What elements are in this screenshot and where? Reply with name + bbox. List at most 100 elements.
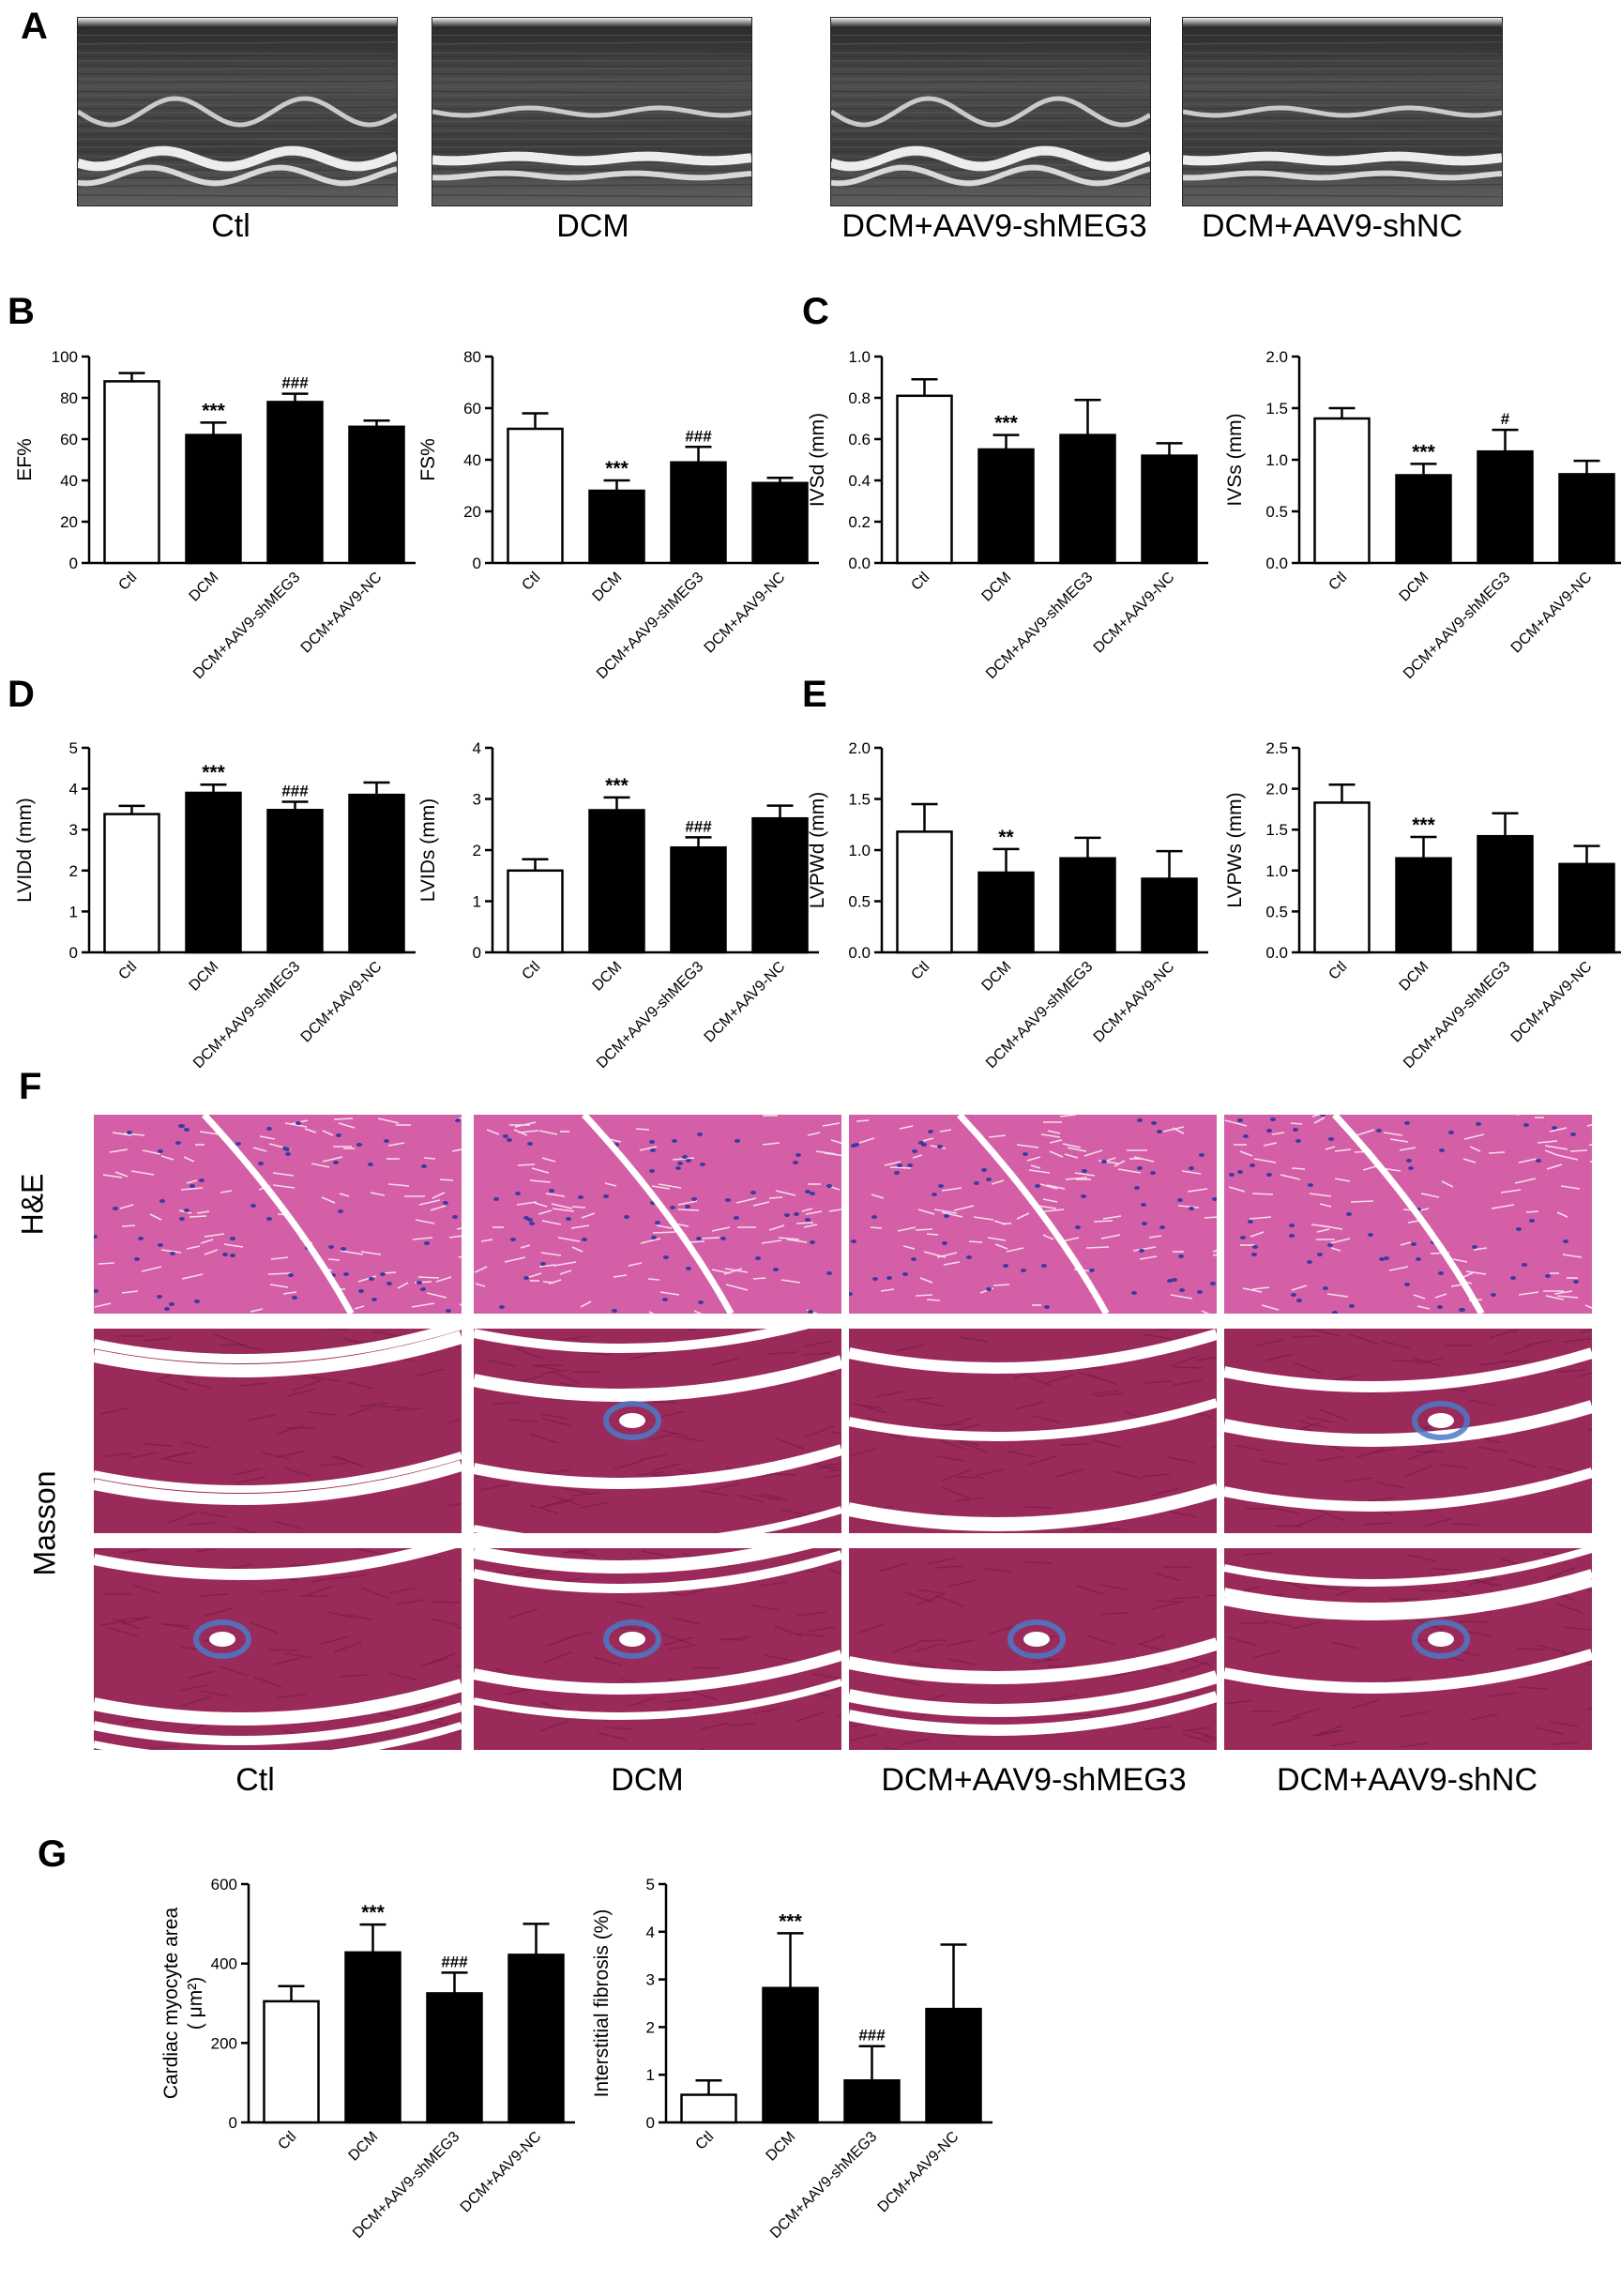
y-axis-label: Interstitial fibrosis (%)	[591, 1909, 613, 2098]
bar-ivsd-1	[977, 448, 1035, 565]
echo-shnc-label: DCM+AAV9-shNC	[1201, 208, 1463, 244]
y-tick-label: 40	[463, 451, 481, 469]
category-label: DCM	[187, 959, 222, 995]
histology-tile-r3-c4	[1224, 1548, 1592, 1750]
echo-ctl	[77, 17, 398, 206]
category-label: DCM	[590, 570, 626, 605]
significance-mark: ***	[202, 400, 225, 421]
y-tick-label: 0.0	[1265, 555, 1288, 572]
bar-fs-1	[588, 489, 645, 565]
echo-ctl-label: Ctl	[211, 208, 250, 244]
y-tick-label: 2.5	[1265, 739, 1288, 757]
y-tick-label: 4	[646, 1923, 655, 1941]
bar-lvpwd-2	[1059, 857, 1116, 954]
y-tick-label: 1.5	[848, 791, 871, 809]
significance-mark: ***	[1412, 441, 1435, 463]
y-axis-label: LVIDd (mm)	[14, 798, 36, 903]
bar-lvidd-0	[103, 813, 160, 954]
category-label: DCM+AAV9-NC	[298, 570, 386, 657]
y-tick-label: 0	[229, 2114, 237, 2132]
panel-letter-b: B	[8, 291, 35, 332]
echo-dcm	[432, 17, 752, 206]
category-label: Ctl	[1326, 570, 1350, 594]
category-label: DCM	[187, 570, 222, 605]
bar-lvpws-0	[1313, 801, 1371, 954]
y-axis-label: FS%	[417, 438, 439, 481]
bar-cma-3	[508, 1954, 565, 2124]
category-label: DCM+AAV9-NC	[1508, 959, 1596, 1046]
category-label: DCM+AAV9-NC	[875, 2129, 962, 2216]
y-tick-label: 1	[646, 2066, 655, 2084]
y-tick-label: 5	[69, 739, 78, 757]
significance-mark: ***	[1412, 814, 1435, 836]
echo-shmeg3	[830, 17, 1151, 206]
y-tick-label: 0.6	[848, 431, 871, 449]
bar-lvpwd-0	[896, 830, 953, 954]
chart-ef: 020406080100EF%Ctl***DCM###DCM+AAV9-shME…	[14, 348, 416, 682]
significance-mark: ###	[281, 783, 309, 800]
y-tick-label: 0	[69, 944, 78, 962]
y-tick-label: 0	[473, 555, 481, 572]
y-tick-label: 0	[646, 2114, 655, 2132]
category-label: Ctl	[519, 959, 543, 983]
category-label: DCM	[1397, 570, 1432, 605]
bar-lvpwd-1	[977, 871, 1035, 954]
category-label: Ctl	[908, 570, 932, 594]
category-label: DCM	[1397, 959, 1432, 995]
y-tick-label: 0.5	[1265, 903, 1288, 920]
chart-lvpwd: 0.0 0.5 1.0 1.5 2.0 LVPWd (mm) Ctl ** DCM DCM+AAV…	[807, 739, 1208, 1072]
chart-fs: 020406080FS%Ctl***DCM###DCM+AAV9-shMEG3D…	[417, 348, 819, 682]
y-tick-label: 60	[60, 431, 78, 449]
bar-ivss-1	[1395, 474, 1452, 565]
bar-cma-0	[263, 1999, 320, 2124]
y-tick-label: 600	[211, 1876, 237, 1893]
histology-tile-r3-c3	[849, 1548, 1217, 1750]
bar-fs-0	[507, 427, 564, 565]
bar-cma-1	[344, 1951, 401, 2124]
bar-lvidd-3	[348, 793, 405, 954]
category-label: DCM	[979, 570, 1015, 605]
bar-lvids-3	[751, 816, 809, 954]
y-tick-label: 80	[60, 389, 78, 407]
y-tick-label: 1.0	[1265, 451, 1288, 469]
chart-cma: 0 200 400 600 Cardiac myocyte area( μm²) Ctl *…	[160, 1876, 575, 2242]
histology-tile-r2-c4	[1224, 1329, 1592, 1533]
y-axis-label-unit: ( μm²)	[185, 1977, 206, 2030]
y-tick-label: 2	[69, 862, 78, 880]
y-tick-label: 0.4	[848, 472, 871, 490]
significance-mark: ***	[605, 775, 629, 797]
panel-letter-a: A	[21, 6, 48, 47]
bar-lvidd-2	[266, 809, 324, 954]
y-tick-label: 1	[69, 903, 78, 920]
y-axis-label: IVSd (mm)	[807, 413, 828, 507]
significance-mark: ###	[685, 817, 712, 835]
bar-ef-0	[103, 380, 160, 565]
chart-lvpws: 0.0 0.5 1.0 1.5 2.0 2.5 LVPWs (mm) Ctl *** DCM DCM…	[1224, 739, 1621, 1072]
significance-mark: #	[1501, 410, 1510, 428]
panel-letter-d: D	[8, 674, 35, 715]
bar-ivss-2	[1477, 449, 1534, 565]
y-tick-label: 1.0	[848, 842, 871, 859]
category-label: DCM	[979, 959, 1015, 995]
y-tick-label: 0	[473, 944, 481, 962]
bar-ifib-1	[762, 1986, 819, 2124]
y-axis-label: LVPWd (mm)	[807, 792, 828, 908]
y-tick-label: 0.5	[848, 893, 871, 911]
y-tick-label: 0	[69, 555, 78, 572]
bar-ivsd-2	[1059, 433, 1116, 565]
bar-ef-3	[348, 425, 405, 565]
y-axis-label: LVPWs (mm)	[1224, 792, 1246, 907]
bar-ivss-3	[1558, 473, 1615, 565]
bar-lvids-2	[670, 846, 727, 954]
y-tick-label: 3	[473, 791, 481, 809]
histology-tile-r1-c1	[94, 1115, 462, 1314]
histology-group-label: DCM+AAV9-shNC	[1276, 1762, 1538, 1798]
bar-lvpwd-3	[1141, 877, 1198, 954]
panel-letter-g: G	[38, 1833, 68, 1875]
category-label: DCM+AAV9-NC	[458, 2129, 545, 2216]
category-label: DCM	[590, 959, 626, 995]
y-tick-label: 100	[52, 348, 78, 366]
echo-dcm-label: DCM	[556, 208, 629, 244]
y-tick-label: 0.8	[848, 389, 871, 407]
